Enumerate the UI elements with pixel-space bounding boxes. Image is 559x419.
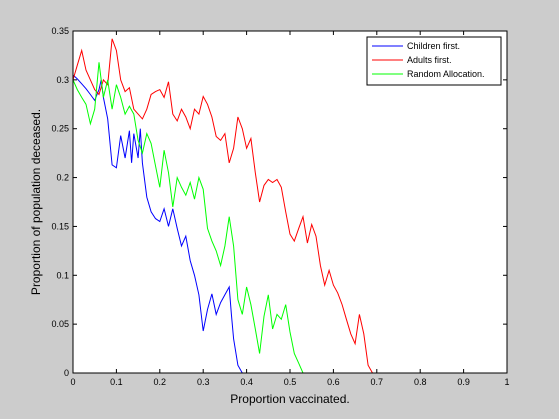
legend-box [366, 36, 502, 86]
y-tick-label: 0.1 [56, 270, 69, 280]
series-layer [72, 38, 373, 374]
x-tick-label: 0.2 [154, 377, 167, 387]
x-tick-label: 0.3 [197, 377, 210, 387]
x-tick-label: 0.7 [371, 377, 384, 387]
series-line-2 [72, 38, 373, 374]
y-tick-label: 0.3 [56, 75, 69, 85]
y-tick-label: 0.35 [51, 26, 69, 36]
legend-label-3: Random Allocation. [407, 69, 485, 79]
x-tick-label: 0.1 [110, 377, 123, 387]
legend-label-1: Children first. [407, 41, 460, 51]
x-tick-label: 0.5 [284, 377, 297, 387]
x-tick-label: 0.8 [414, 377, 427, 387]
legend-label-2: Adults first. [407, 55, 452, 65]
x-tick-label: 0.9 [457, 377, 470, 387]
x-tick-label: 0.4 [240, 377, 253, 387]
x-tick-label: 0 [70, 377, 75, 387]
x-axis-label: Proportion vaccinated. [230, 392, 349, 406]
y-tick-label: 0.15 [51, 221, 69, 231]
y-axis-label: Proportion of population deceased. [29, 109, 43, 295]
y-tick-label: 0.25 [51, 124, 69, 134]
x-tick-label: 1 [504, 377, 509, 387]
ticks-layer: 0 0.1 0.2 0.3 0.4 0.5 0.6 0.7 0.8 0.9 1 0 0.05 0.1 0.1… [51, 26, 509, 387]
y-tick-label: 0.05 [51, 319, 69, 329]
series-line-3 [72, 62, 304, 374]
plot-frame [72, 30, 508, 374]
y-tick-label: 0.2 [56, 173, 69, 183]
y-tick-label: 0 [64, 368, 69, 378]
plot-area [73, 31, 507, 373]
legend: Children first. Adults first. Random Alloc… [366, 36, 502, 86]
x-tick-label: 0.6 [327, 377, 340, 387]
